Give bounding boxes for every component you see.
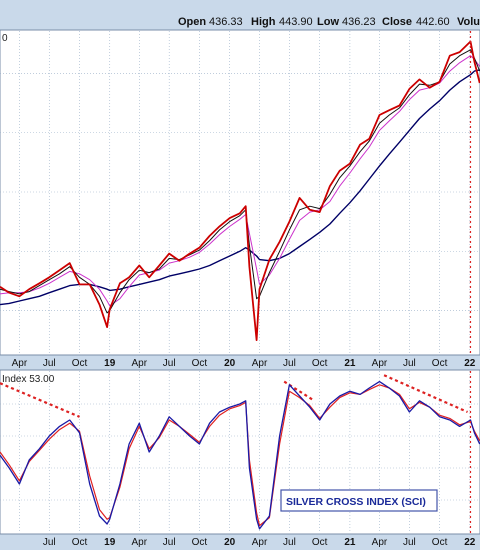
price-header: Open 436.33 High 443.90 Low 436.23 Close… bbox=[178, 16, 480, 28]
price-x-tick-label: 20 bbox=[224, 358, 236, 369]
price-x-tick-label: 22 bbox=[464, 358, 476, 369]
price-x-tick-label: Oct bbox=[432, 358, 448, 369]
price-x-tick-label: Apr bbox=[12, 358, 28, 369]
low-label: Low bbox=[317, 16, 339, 28]
sci-line-sci-line bbox=[0, 380, 480, 530]
sci-trendline-1 bbox=[0, 382, 80, 418]
sci-series bbox=[0, 380, 480, 530]
open-label: Open bbox=[178, 16, 206, 28]
sci-trendlines bbox=[0, 374, 468, 418]
price-x-tick-label: 19 bbox=[104, 358, 116, 369]
sci-x-tick-label: 20 bbox=[224, 537, 236, 548]
price-panel-bg bbox=[0, 29, 480, 356]
price-x-axis: Apr Jul Oct 19 Apr Jul Oct 20 Apr Jul Oct 21 Apr Jul O… bbox=[12, 358, 476, 369]
sci-x-tick-label: Jul bbox=[43, 537, 56, 548]
price-panel-label: 0 bbox=[2, 33, 8, 44]
open-value: 436.33 bbox=[209, 16, 243, 28]
sci-x-tick-label: Apr bbox=[132, 537, 148, 548]
sci-x-tick-label: Apr bbox=[372, 537, 388, 548]
sci-x-tick-label: Jul bbox=[403, 537, 416, 548]
sci-x-tick-label: Oct bbox=[192, 537, 208, 548]
close-label: Close bbox=[382, 16, 412, 28]
sci-x-tick-label: 21 bbox=[344, 537, 356, 548]
price-x-tick-label: Oct bbox=[72, 358, 88, 369]
sci-panel-title: Index 53.00 bbox=[2, 374, 55, 385]
sci-x-tick-label: Jul bbox=[163, 537, 176, 548]
close-value: 442.60 bbox=[416, 16, 450, 28]
price-x-tick-label: Oct bbox=[192, 358, 208, 369]
sci-x-tick-label: Jul bbox=[283, 537, 296, 548]
price-x-tick-label: Apr bbox=[132, 358, 148, 369]
price-x-tick-label: Jul bbox=[163, 358, 176, 369]
price-x-tick-label: Oct bbox=[312, 358, 328, 369]
sci-x-axis: Jul Oct 19 Apr Jul Oct 20 Apr Jul Oct 21 Apr Jul Oct 2… bbox=[43, 537, 476, 548]
price-x-tick-label: Apr bbox=[372, 358, 388, 369]
high-label: High bbox=[251, 16, 276, 28]
high-value: 443.90 bbox=[279, 16, 313, 28]
sci-x-tick-label: Oct bbox=[432, 537, 448, 548]
price-x-tick-label: 21 bbox=[344, 358, 356, 369]
price-x-tick-label: Jul bbox=[283, 358, 296, 369]
price-x-tick-label: Apr bbox=[252, 358, 268, 369]
price-line-price bbox=[0, 40, 480, 342]
price-x-tick-label: Jul bbox=[43, 358, 56, 369]
sci-x-tick-label: Apr bbox=[252, 537, 268, 548]
sci-x-tick-label: Oct bbox=[72, 537, 88, 548]
sci-x-tick-label: 19 bbox=[104, 537, 116, 548]
price-series bbox=[0, 40, 480, 342]
price-x-tick-label: Jul bbox=[403, 358, 416, 369]
sci-x-tick-label: Oct bbox=[312, 537, 328, 548]
sci-x-tick-label: 22 bbox=[464, 537, 476, 548]
low-value: 436.23 bbox=[342, 16, 376, 28]
volume-label: Volu bbox=[457, 16, 480, 28]
sci-annotation-text: SILVER CROSS INDEX (SCI) bbox=[286, 496, 426, 508]
sci-annotation-box: SILVER CROSS INDEX (SCI) bbox=[280, 489, 438, 512]
